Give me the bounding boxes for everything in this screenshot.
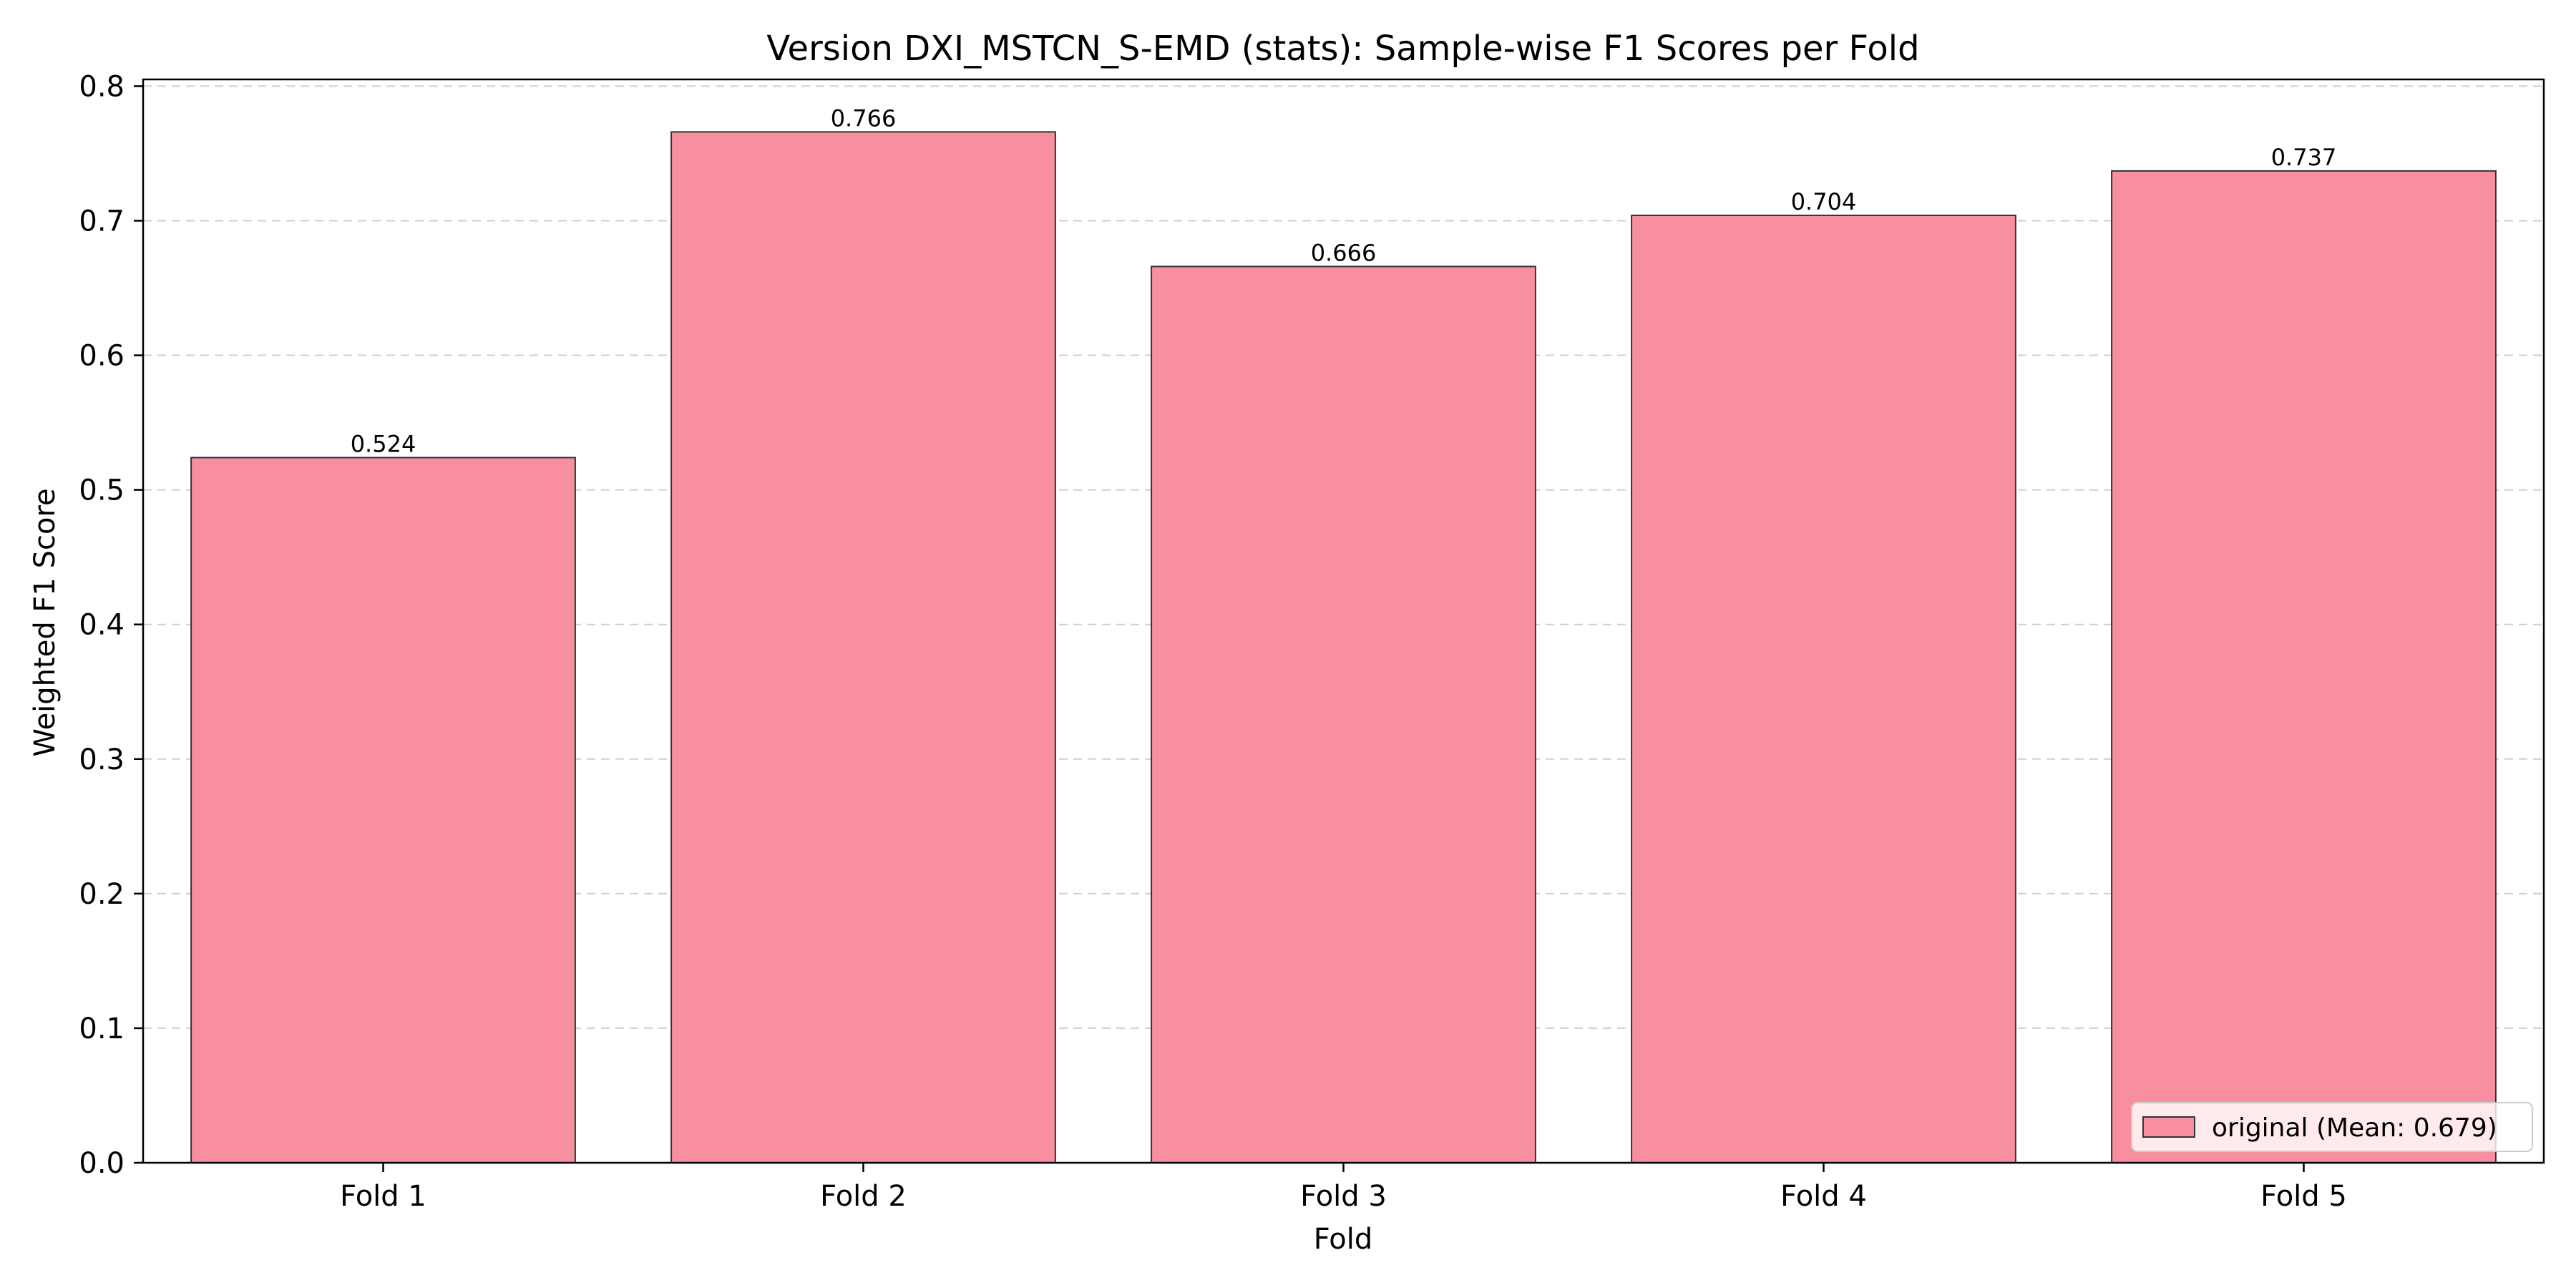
y-tick-label: 0.0 — [79, 1147, 125, 1180]
y-tick-label: 0.8 — [79, 70, 125, 103]
x-axis-label: Fold — [1314, 1223, 1373, 1256]
y-axis-label: Weighted F1 Score — [29, 488, 62, 756]
x-tick-label: Fold 1 — [340, 1180, 426, 1213]
bars — [190, 131, 2497, 1164]
bar — [1631, 214, 2016, 1163]
bar — [670, 131, 1056, 1163]
axes: 0.0 0.1 0.2 0.3 0.4 0.5 0.6 0.7 0.8 Fold 1 Fold 2 F… — [79, 70, 2545, 1213]
x-tick-label: Fold 4 — [1780, 1180, 1867, 1213]
data-labels: 0.524 0.766 0.666 0.704 0.737 — [351, 104, 2337, 457]
bar-value-label: 0.737 — [2271, 144, 2337, 171]
chart-title: Version DXI_MSTCN_S-EMD (stats): Sample-… — [766, 29, 1919, 69]
bar — [190, 457, 576, 1163]
x-tick-label: Fold 5 — [2260, 1180, 2347, 1213]
bar-value-label: 0.766 — [831, 104, 897, 132]
bar — [2111, 170, 2497, 1164]
x-tick-label: Fold 3 — [1300, 1180, 1387, 1213]
bar-value-label: 0.704 — [1791, 188, 1857, 215]
y-tick-label: 0.4 — [79, 609, 125, 642]
plot-frame — [142, 78, 2545, 1164]
y-tick-label: 0.3 — [79, 743, 125, 776]
legend-swatch — [2142, 1116, 2195, 1138]
y-tick-label: 0.2 — [79, 878, 125, 911]
x-tick-label: Fold 2 — [820, 1180, 907, 1213]
bar — [1151, 265, 1536, 1164]
y-tick-label: 0.5 — [79, 474, 125, 507]
legend: original (Mean: 0.679) — [2131, 1102, 2533, 1152]
legend-label: original (Mean: 0.679) — [2212, 1113, 2497, 1143]
y-tick-label: 0.1 — [79, 1013, 125, 1045]
bar-value-label: 0.524 — [351, 430, 416, 457]
bar-value-label: 0.666 — [1311, 239, 1377, 266]
y-tick-label: 0.7 — [79, 205, 125, 238]
legend-box — [2131, 1102, 2533, 1152]
y-tick-label: 0.6 — [79, 340, 125, 373]
